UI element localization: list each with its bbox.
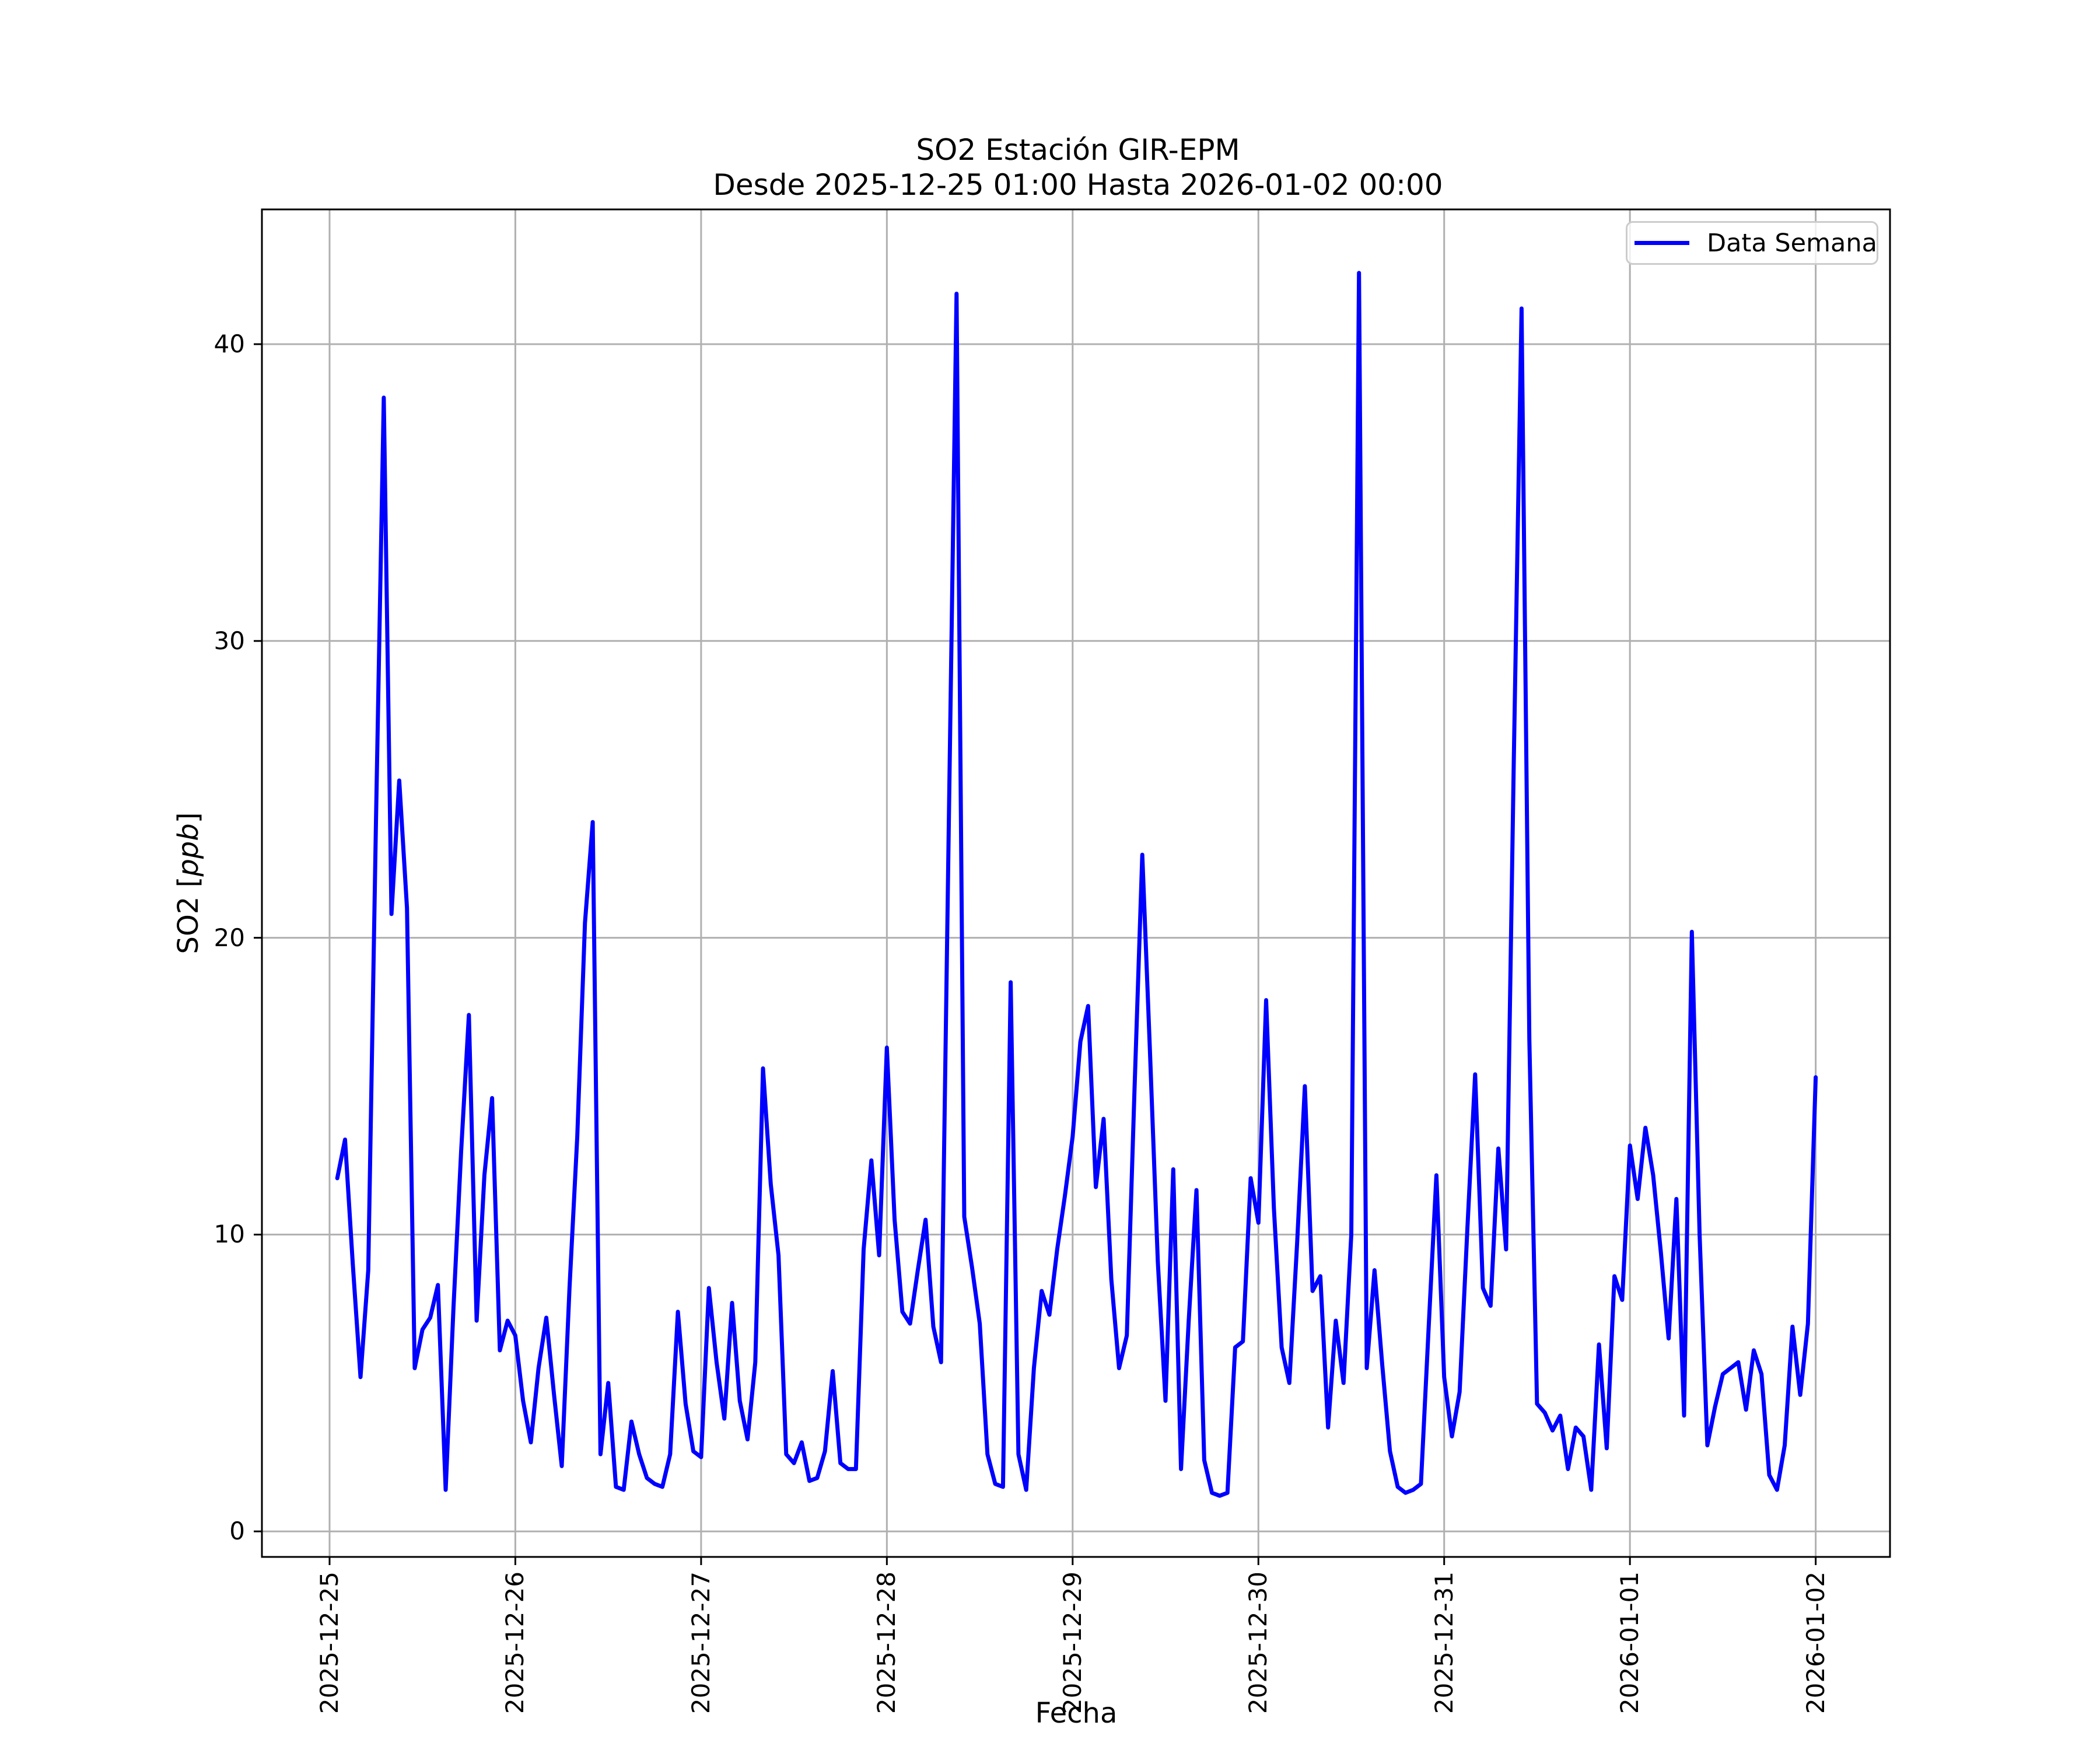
y-axis-label: SO2 [ppb] xyxy=(172,812,205,954)
legend: Data Semana xyxy=(1626,221,1878,265)
x-tick-label: 2025-12-25 xyxy=(314,1572,344,1714)
x-axis-label: Fecha xyxy=(1035,1697,1118,1730)
chart-subtitle: Desde 2025-12-25 01:00 Hasta 2026-01-02 … xyxy=(713,168,1443,202)
y-tick-label: 20 xyxy=(214,923,245,952)
x-tick-label: 2025-12-28 xyxy=(872,1572,901,1714)
y-tick-label: 40 xyxy=(214,330,245,358)
y-tick-label: 10 xyxy=(214,1220,245,1249)
x-tick-label: 2025-12-27 xyxy=(686,1572,715,1714)
x-tick-label: 2025-12-31 xyxy=(1429,1572,1458,1714)
legend-label: Data Semana xyxy=(1707,228,1877,258)
x-tick-label: 2025-12-29 xyxy=(1058,1572,1087,1714)
y-axis-label-prefix: SO2 [ xyxy=(172,876,205,954)
x-tick-label: 2025-12-30 xyxy=(1244,1572,1273,1714)
y-tick-label: 0 xyxy=(229,1517,245,1546)
y-tick-label: 30 xyxy=(214,626,245,655)
plot-border xyxy=(261,208,1891,1558)
x-tick-label: 2025-12-26 xyxy=(501,1572,530,1714)
y-axis-label-suffix: ] xyxy=(172,812,205,824)
x-tick-label: 2026-01-02 xyxy=(1801,1572,1830,1714)
chart-title: SO2 Estación GIR-EPM xyxy=(916,133,1240,167)
y-axis-label-unit: ppb xyxy=(172,823,205,877)
x-tick-label: 2026-01-01 xyxy=(1615,1572,1644,1714)
legend-line-swatch xyxy=(1634,241,1689,245)
data-line xyxy=(335,271,1818,1498)
